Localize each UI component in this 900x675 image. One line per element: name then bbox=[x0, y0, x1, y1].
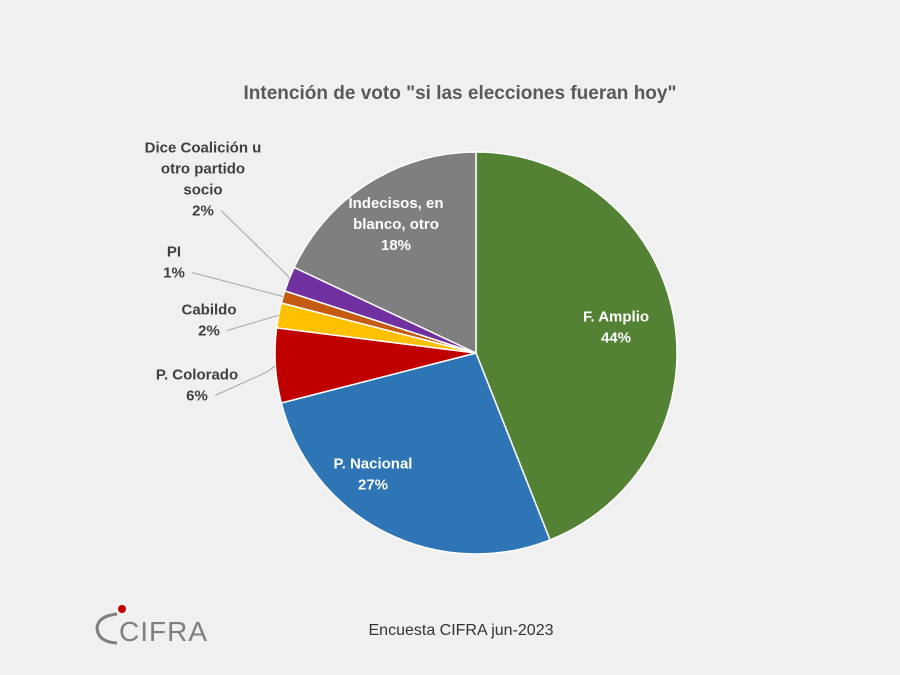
logo-text: CIFRA bbox=[119, 616, 208, 647]
leader-line-3 bbox=[226, 314, 279, 331]
leader-line-5 bbox=[220, 210, 290, 280]
logo-c-mark bbox=[95, 612, 118, 645]
slice-label-1: P. Nacional 27% bbox=[334, 456, 413, 494]
slice-label-2: P. Colorado 6% bbox=[156, 367, 238, 405]
leader-line-2 bbox=[214, 365, 276, 396]
cifra-logo: CIFRA bbox=[95, 605, 208, 647]
slice-label-4: PI 1% bbox=[163, 244, 185, 282]
pie-slice-1 bbox=[280, 352, 551, 555]
chart-title: Intención de voto "si las elecciones fue… bbox=[244, 83, 677, 104]
slice-label-5: Dice Coalición u otro partido socio 2% bbox=[145, 140, 262, 220]
pie-slice-6 bbox=[293, 151, 477, 355]
slice-label-3: Cabildo 2% bbox=[182, 302, 237, 340]
source-note: Encuesta CIFRA jun-2023 bbox=[369, 622, 554, 639]
logo-accent-dot bbox=[118, 605, 126, 613]
slice-label-0: F. Amplio 44% bbox=[583, 309, 649, 347]
leader-line-4 bbox=[191, 272, 284, 298]
pie-slice-0 bbox=[475, 151, 678, 541]
slice-label-6: Indecisos, en blanco, otro 18% bbox=[348, 195, 443, 254]
